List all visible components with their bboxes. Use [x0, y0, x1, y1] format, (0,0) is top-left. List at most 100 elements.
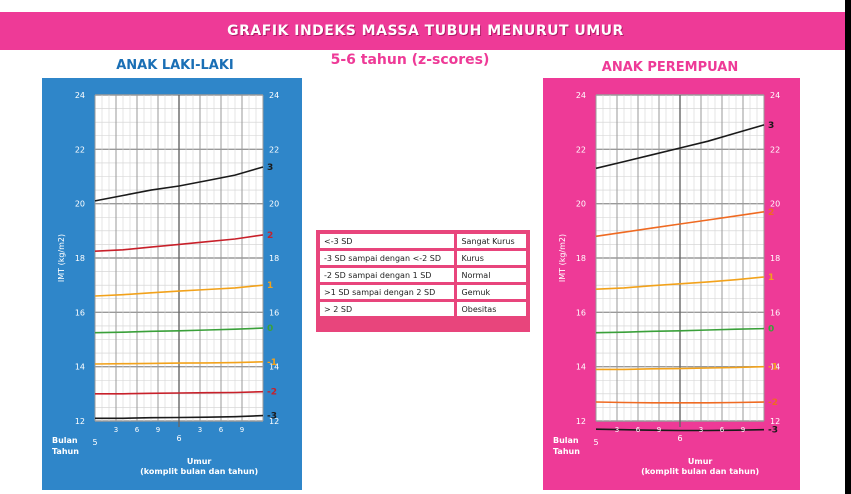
boys-chart-panel: 12 12 14 14 16 16 18 18 20 20 22 22 24 24 IMT (kg/m2) 3…	[42, 78, 302, 490]
page-title: GRAFIK INDEKS MASSA TUBUH MENURUT UMUR	[227, 23, 624, 39]
legend-range: > 2 SD	[320, 302, 455, 316]
y-tick-label-right: 22	[770, 145, 780, 154]
series-line--2	[95, 390, 264, 395]
legend-label: Gemuk	[457, 285, 526, 299]
y-tick-label-right: 18	[770, 254, 780, 263]
subtitle: 5-6 tahun (z-scores)	[330, 52, 490, 68]
y-tick-label-right: 24	[770, 91, 780, 100]
x-month-tick-label: 6	[636, 426, 641, 434]
row-label-year: Tahun	[52, 447, 79, 456]
x-month-tick-label: 9	[657, 426, 661, 434]
x-year-tick-label: 6	[176, 434, 181, 443]
series-line--1	[596, 365, 765, 371]
x-year-tick-label: 5	[92, 438, 97, 447]
y-tick-label-right: 14	[770, 363, 780, 372]
legend-range: -3 SD sampai dengan <-2 SD	[320, 251, 455, 265]
y-tick-label-left: 12	[75, 417, 85, 426]
legend-range: >1 SD sampai dengan 2 SD	[320, 285, 455, 299]
series-line-2	[595, 211, 765, 238]
girls-heading: ANAK PEREMPUAN	[601, 60, 739, 75]
x-month-tick-label: 3	[615, 426, 619, 434]
y-tick-label-right: 12	[770, 417, 780, 426]
y-tick-label-left: 24	[75, 91, 85, 100]
y-tick-label-right: 24	[269, 91, 279, 100]
y-tick-label-left: 14	[576, 363, 586, 372]
series-line-2	[94, 234, 264, 252]
x-axis-sublabel: (komplit bulan dan tahun)	[140, 467, 258, 476]
legend-label: Obesitas	[457, 302, 526, 316]
boys-heading: ANAK LAKI-LAKI	[116, 58, 234, 73]
x-month-tick-label: 6	[135, 426, 140, 434]
row-label-month: Bulan	[553, 436, 579, 445]
series-label-2: 2	[768, 208, 774, 218]
series-label-0: 0	[267, 324, 273, 334]
x-month-tick-label: 3	[699, 426, 703, 434]
y-tick-label-left: 14	[75, 363, 85, 372]
legend-label: Normal	[457, 268, 526, 282]
legend-range: <-3 SD	[320, 234, 455, 248]
x-month-tick-label: 6	[720, 426, 725, 434]
legend-row: -2 SD sampai dengan 1 SD Normal	[320, 268, 526, 282]
legend-row: -3 SD sampai dengan <-2 SD Kurus	[320, 251, 526, 265]
series-label--1: -1	[768, 363, 778, 373]
series-line--3	[595, 428, 765, 432]
y-tick-label-left: 22	[576, 145, 586, 154]
series-label--2: -2	[768, 398, 778, 408]
legend-table: <-3 SD Sangat Kurus -3 SD sampai dengan …	[316, 230, 530, 332]
y-tick-label-left: 20	[75, 200, 85, 209]
legend-row: > 2 SD Obesitas	[320, 302, 526, 316]
legend-label: Sangat Kurus	[457, 234, 526, 248]
y-tick-label-right: 22	[269, 145, 279, 154]
y-tick-label-right: 20	[269, 200, 279, 209]
title-banner: GRAFIK INDEKS MASSA TUBUH MENURUT UMUR	[0, 12, 851, 50]
x-month-tick-label: 9	[156, 426, 160, 434]
series-label--1: -1	[267, 358, 277, 368]
y-tick-label-right: 16	[770, 308, 780, 317]
series-line-3	[94, 166, 264, 202]
row-label-month: Bulan	[52, 436, 78, 445]
series-line-0	[595, 327, 765, 334]
series-label-2: 2	[267, 231, 273, 241]
series-line-1	[94, 284, 264, 297]
x-axis-label: Umur	[688, 457, 713, 466]
y-tick-label-left: 12	[576, 417, 586, 426]
y-tick-label-left: 24	[576, 91, 586, 100]
y-tick-label-left: 16	[576, 308, 586, 317]
y-tick-label-right: 12	[269, 417, 279, 426]
series-line--2	[595, 401, 765, 404]
x-axis-sublabel: (komplit bulan dan tahun)	[641, 467, 759, 476]
x-month-tick-label: 9	[240, 426, 244, 434]
row-label-year: Tahun	[553, 447, 580, 456]
series-label--3: -3	[267, 412, 277, 422]
series-line-3	[595, 124, 765, 170]
x-month-tick-label: 6	[219, 426, 224, 434]
series-line-0	[94, 327, 264, 334]
series-label-3: 3	[267, 163, 273, 173]
y-tick-label-left: 18	[75, 254, 85, 263]
legend-range: -2 SD sampai dengan 1 SD	[320, 268, 455, 282]
y-tick-label-right: 18	[269, 254, 279, 263]
series-label-1: 1	[267, 281, 273, 291]
y-tick-label-left: 20	[576, 200, 586, 209]
y-tick-label-left: 18	[576, 254, 586, 263]
series-label--3: -3	[768, 426, 778, 436]
x-year-tick-label: 6	[677, 434, 682, 443]
y-tick-label-left: 22	[75, 145, 85, 154]
series-label--2: -2	[267, 388, 277, 398]
x-month-tick-label: 3	[114, 426, 118, 434]
y-tick-label-right: 20	[770, 200, 780, 209]
screen-edge	[845, 0, 851, 494]
legend-row: <-3 SD Sangat Kurus	[320, 234, 526, 248]
y-tick-label-right: 16	[269, 308, 279, 317]
series-label-0: 0	[768, 325, 774, 335]
y-axis-label: IMT (kg/m2)	[558, 234, 567, 282]
y-axis-label: IMT (kg/m2)	[57, 234, 66, 282]
y-tick-label-left: 16	[75, 308, 85, 317]
y-tick-label-right: 14	[269, 363, 279, 372]
series-label-1: 1	[768, 273, 774, 283]
girls-chart-panel: 12 12 14 14 16 16 18 18 20 20 22 22 24 24 IMT (kg/m2) 3…	[543, 78, 800, 490]
legend-label: Kurus	[457, 251, 526, 265]
